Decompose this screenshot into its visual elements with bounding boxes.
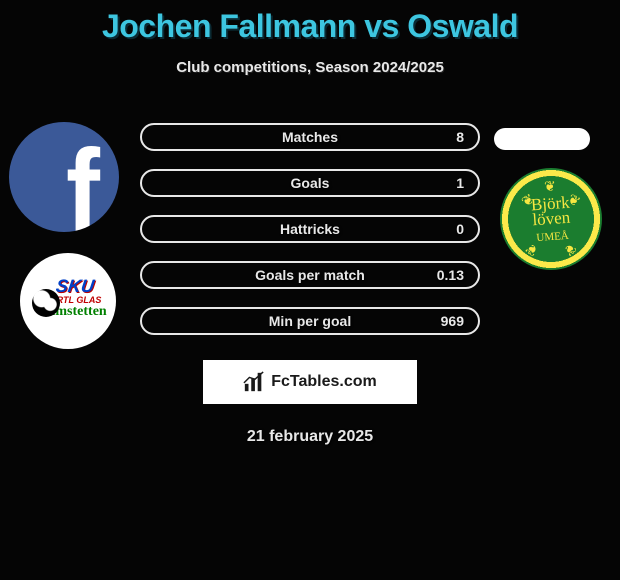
stat-pill: Min per goal 969 (140, 307, 480, 335)
stat-row: Matches 8 (0, 114, 620, 160)
stat-row: Goals per match 0.13 (0, 252, 620, 298)
stat-row: Hattricks 0 (0, 206, 620, 252)
watermark-text: FcTables.com (271, 373, 377, 391)
stat-row: Goals 1 (0, 160, 620, 206)
stat-right-value: 0 (456, 221, 464, 237)
stat-pill: Goals per match 0.13 (140, 261, 480, 289)
stats-table: Matches 8 Goals 1 Hattricks 0 Goals per … (0, 114, 620, 344)
page-subtitle: Club competitions, Season 2024/2025 (0, 59, 620, 76)
stat-pill: Goals 1 (140, 169, 480, 197)
stat-label: Goals (142, 175, 478, 191)
stat-right-value: 0.13 (437, 267, 464, 283)
fctables-watermark: FcTables.com (203, 360, 417, 404)
stat-row: Min per goal 969 (0, 298, 620, 344)
stat-right-value: 8 (456, 129, 464, 145)
stat-label: Goals per match (142, 267, 478, 283)
stat-right-value: 969 (441, 313, 464, 329)
stat-right-value: 1 (456, 175, 464, 191)
stat-pill: Hattricks 0 (140, 215, 480, 243)
stat-label: Min per goal (142, 313, 478, 329)
stat-pill: Matches 8 (140, 123, 480, 151)
stat-label: Matches (142, 129, 478, 145)
stat-label: Hattricks (142, 221, 478, 237)
page-title: Jochen Fallmann vs Oswald (0, 0, 620, 45)
snapshot-date: 21 february 2025 (0, 428, 620, 446)
bar-chart-icon (243, 371, 265, 393)
